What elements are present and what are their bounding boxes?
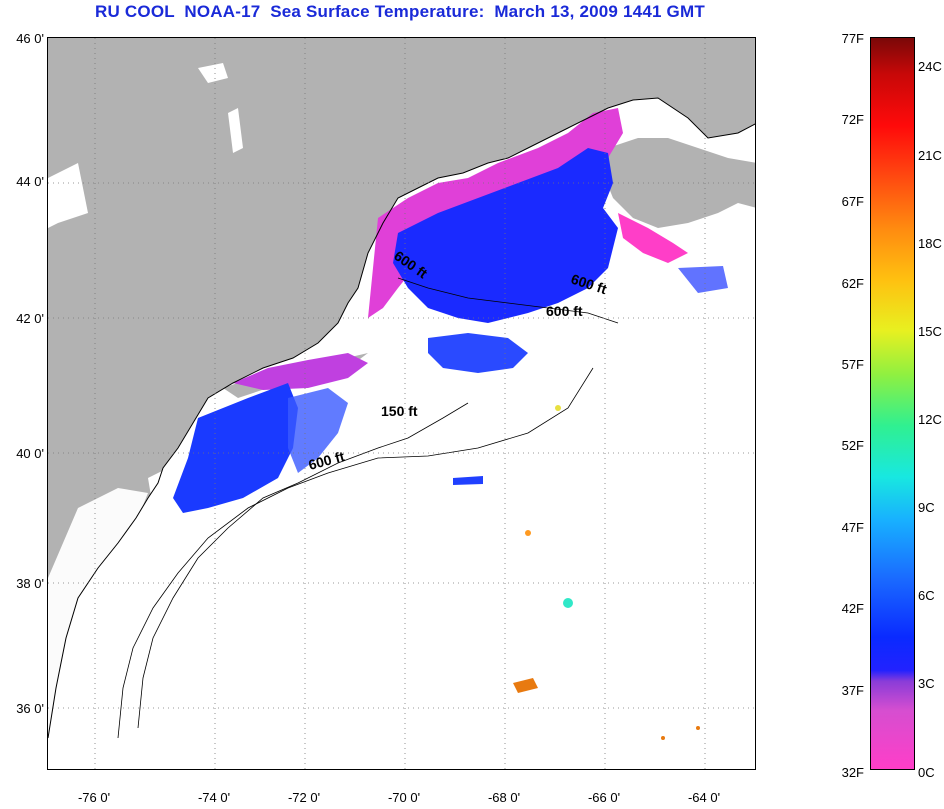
sst-cold-nova-scotia	[618, 213, 688, 263]
lon-label: -64 0'	[687, 790, 721, 805]
isobath-label: 600 ft	[546, 303, 583, 319]
colorbar-label-f: 72F	[841, 112, 864, 127]
sst-warm-speck	[525, 530, 531, 536]
colorbar-label-c: 21C	[918, 148, 942, 163]
colorbar-label-f: 67F	[841, 194, 864, 209]
lat-label: 40 0'	[16, 446, 44, 461]
colorbar-label-c: 12C	[918, 412, 942, 427]
isobath-label: 150 ft	[381, 403, 418, 419]
isobath-600ft-gulf	[397, 277, 619, 324]
colorbar-label-c: 24C	[918, 59, 942, 74]
lat-label: 36 0'	[16, 701, 44, 716]
lake	[48, 163, 88, 228]
colorbar-label-f: 42F	[841, 601, 864, 616]
colorbar-label-c: 0C	[918, 765, 935, 780]
chart-title: RU COOL NOAA-17 Sea Surface Temperature:…	[95, 2, 705, 21]
colorbar-label-f: 47F	[841, 520, 864, 535]
coastline	[48, 97, 755, 739]
colorbar-label-f: 77F	[841, 31, 864, 46]
colorbar-label-c: 18C	[918, 236, 942, 251]
colorbar-label-f: 32F	[841, 765, 864, 780]
sst-map: 600 ft 600 ft 600 ft 150 ft 600 ft	[47, 37, 756, 770]
lake	[198, 63, 228, 83]
sst-cool-shelf	[288, 388, 348, 473]
lat-label: 46 0'	[16, 31, 44, 46]
lon-label: -68 0'	[487, 790, 521, 805]
lon-label: -76 0'	[77, 790, 111, 805]
lat-label: 38 0'	[16, 576, 44, 591]
land-mass	[48, 38, 755, 738]
colorbar-label-c: 6C	[918, 588, 935, 603]
lon-label: -74 0'	[197, 790, 231, 805]
lat-label: 44 0'	[16, 174, 44, 189]
sst-warm-speck	[696, 726, 700, 730]
sst-cool-mid-atlantic	[173, 383, 298, 513]
map-canvas: 600 ft 600 ft 600 ft 150 ft 600 ft	[48, 38, 755, 769]
colorbar-label-f: 52F	[841, 438, 864, 453]
graticule	[48, 38, 755, 769]
sst-warm-patch	[513, 678, 538, 693]
lon-label: -72 0'	[287, 790, 321, 805]
colorbar-label-f: 57F	[841, 357, 864, 372]
chesapeake-bay	[48, 488, 148, 738]
temperature-colorbar	[870, 37, 915, 770]
sst-cool-gulf-maine	[393, 148, 618, 323]
lon-label: -70 0'	[387, 790, 421, 805]
colorbar-label-f: 37F	[841, 683, 864, 698]
lake	[228, 108, 243, 153]
isobath-600ft	[137, 402, 469, 729]
sst-cool-patch	[453, 476, 483, 485]
colorbar-label-c: 15C	[918, 324, 942, 339]
isobath-150ft	[117, 367, 594, 739]
sst-cool-georges	[428, 333, 528, 373]
colorbar-label-c: 3C	[918, 676, 935, 691]
delaware-bay	[148, 463, 178, 508]
sst-cold-long-island	[233, 353, 368, 390]
lon-label: -66 0'	[587, 790, 621, 805]
colorbar-label-c: 9C	[918, 500, 935, 515]
lat-label: 42 0'	[16, 311, 44, 326]
sst-warm-speck	[661, 736, 665, 740]
sst-warm-speck	[555, 405, 561, 411]
sst-cool-patch	[678, 266, 728, 293]
colorbar-label-f: 62F	[841, 276, 864, 291]
sst-warm-speck	[563, 598, 573, 608]
